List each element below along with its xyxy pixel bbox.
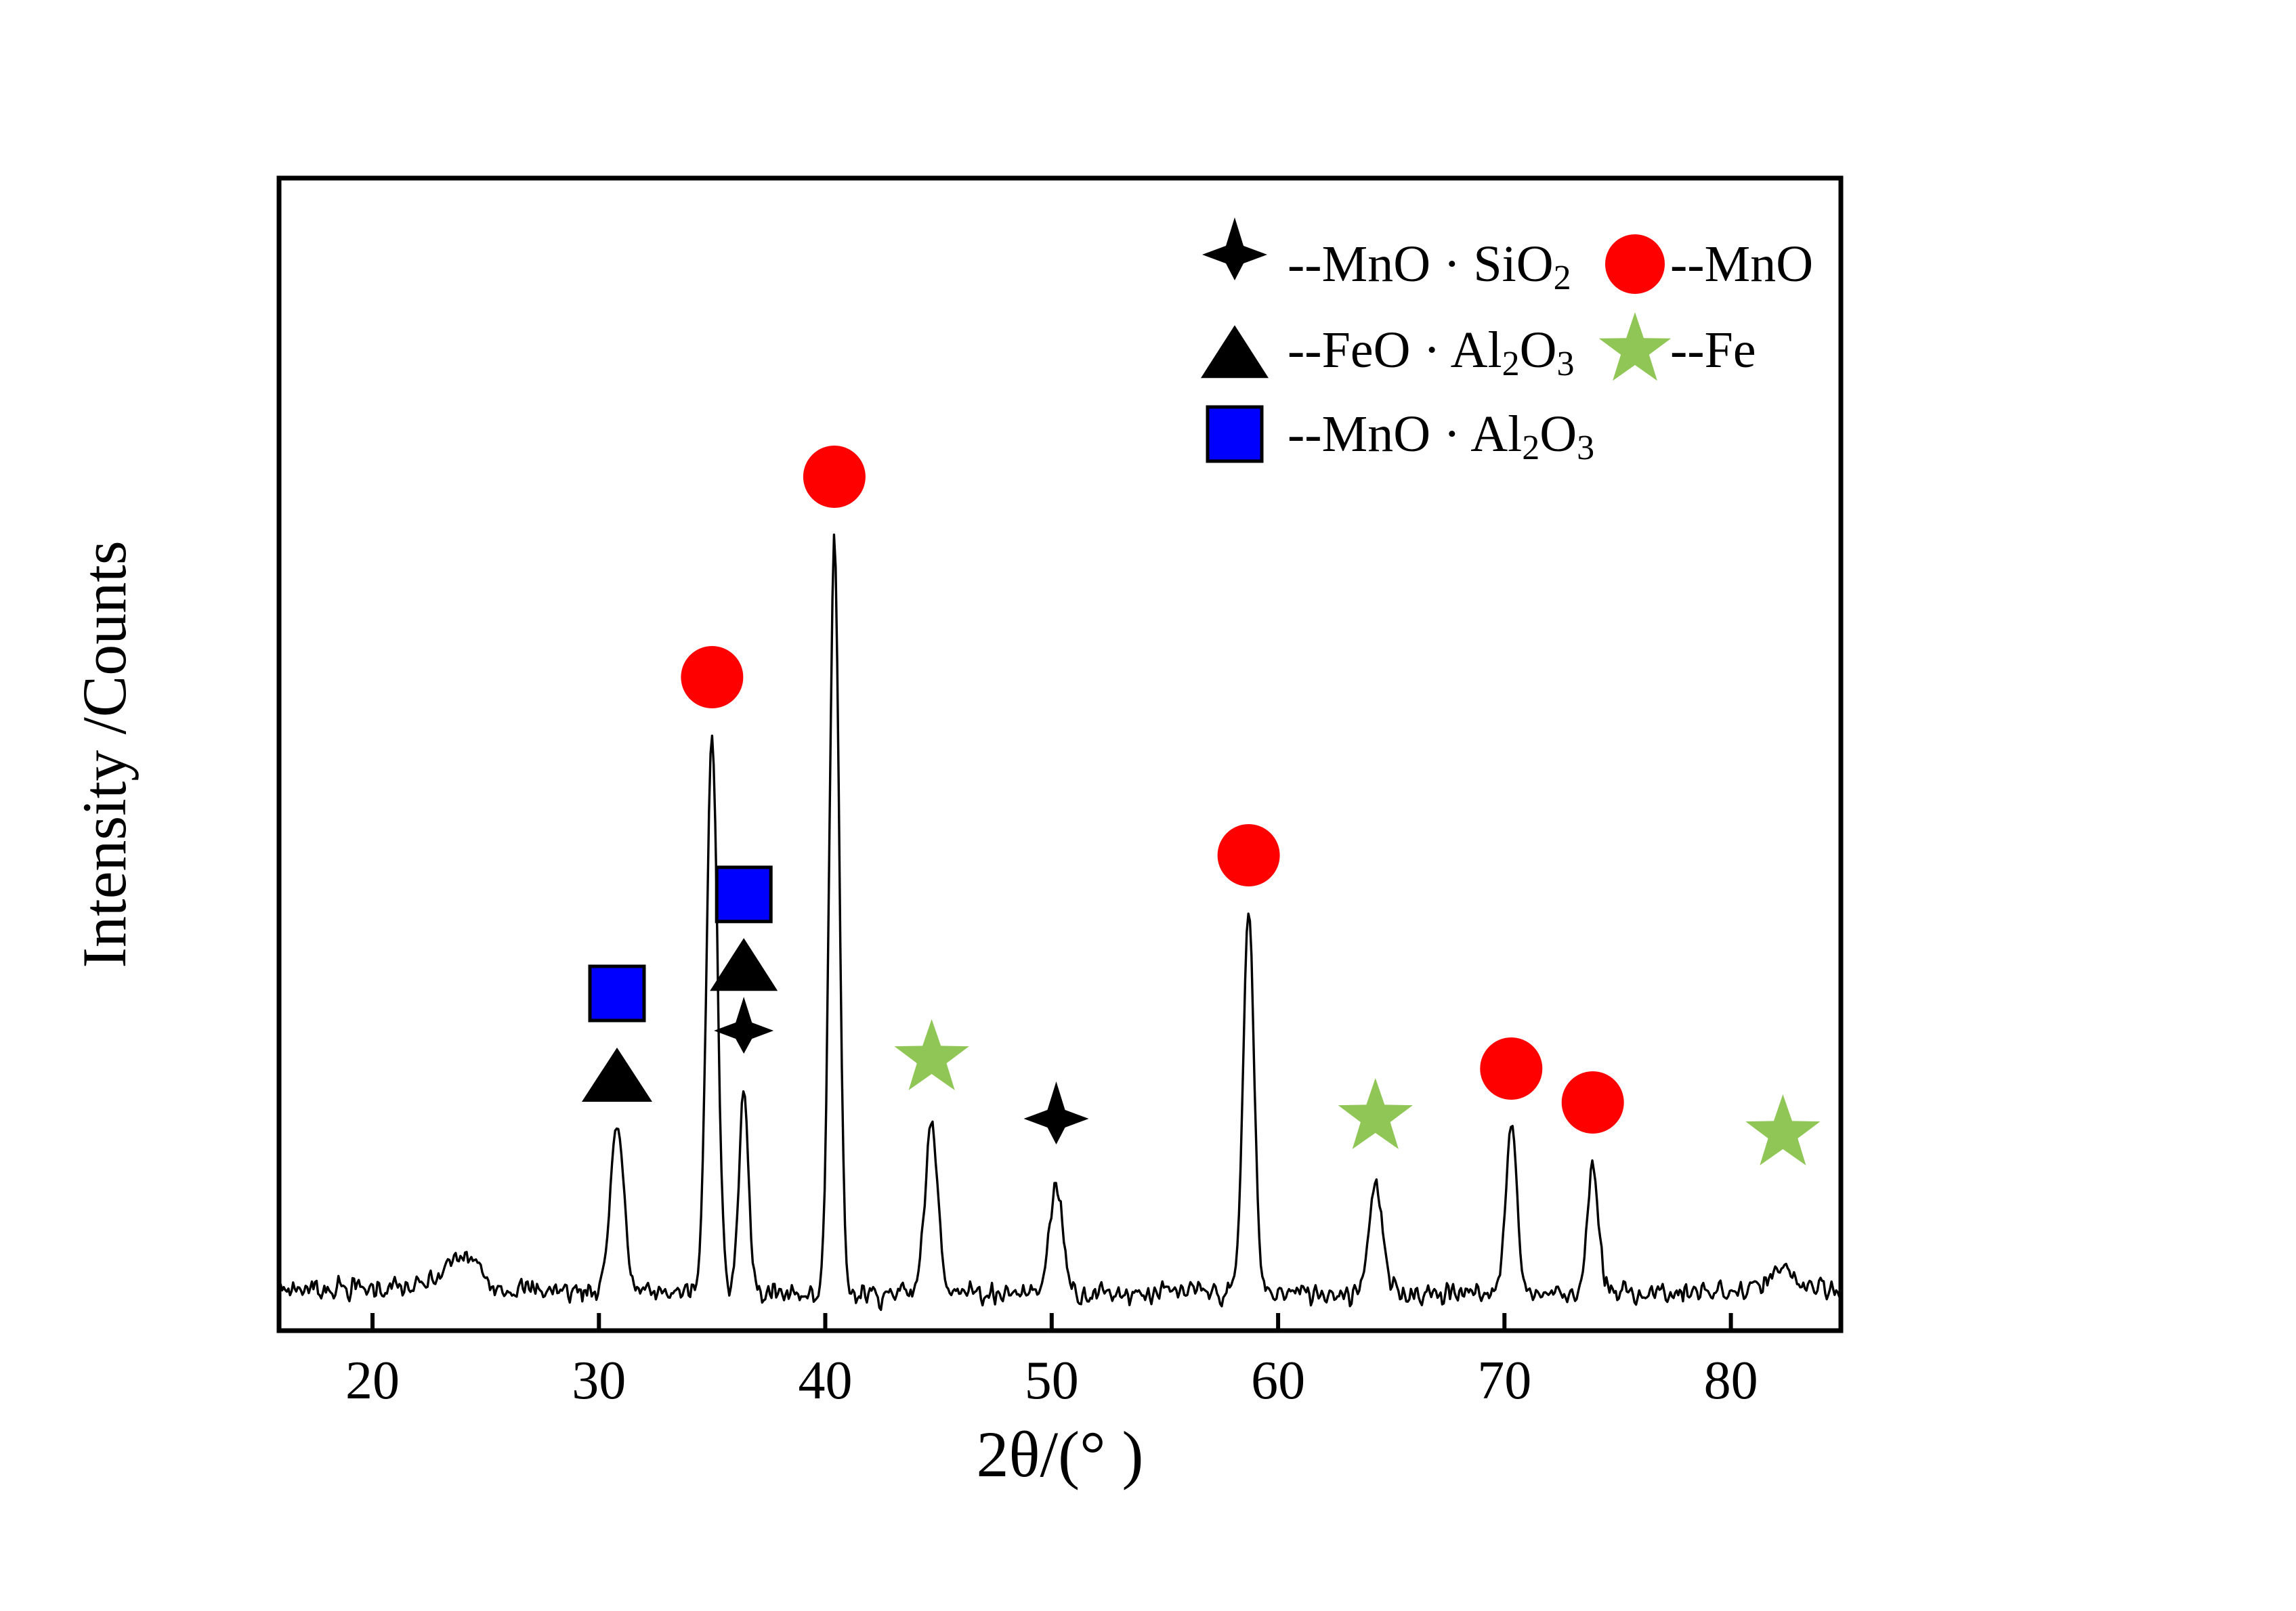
svg-text:50: 50 — [1025, 1351, 1079, 1411]
svg-text:30: 30 — [572, 1351, 626, 1411]
svg-text:--Fe: --Fe — [1670, 322, 1756, 379]
svg-text:20: 20 — [345, 1351, 400, 1411]
svg-text:60: 60 — [1251, 1351, 1305, 1411]
svg-text:40: 40 — [799, 1351, 853, 1411]
svg-text:70: 70 — [1477, 1351, 1531, 1411]
svg-text:2θ/(° ): 2θ/(° ) — [977, 1418, 1144, 1490]
svg-text:--MnO · SiO2: --MnO · SiO2 — [1288, 236, 1571, 297]
svg-text:--FeO · Al2O3: --FeO · Al2O3 — [1288, 322, 1575, 383]
svg-text:Intensity /Counts: Intensity /Counts — [70, 540, 139, 968]
svg-text:--MnO: --MnO — [1670, 236, 1813, 293]
svg-text:80: 80 — [1704, 1351, 1758, 1411]
svg-text:--MnO · Al2O3: --MnO · Al2O3 — [1288, 406, 1594, 467]
